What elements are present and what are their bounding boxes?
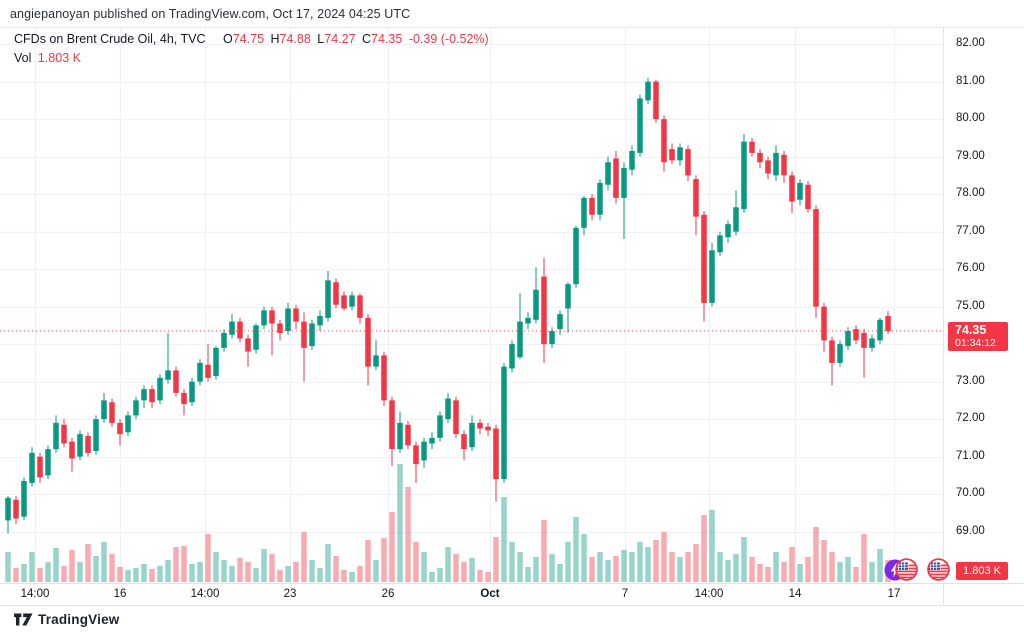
header-separator (0, 27, 1024, 28)
time-axis-label: 14:00 (190, 588, 220, 600)
price-axis-label: 80.00 (956, 112, 985, 125)
close-label: C (362, 32, 372, 46)
time-axis-label: 16 (113, 588, 127, 600)
us-economic-event-icon[interactable] (927, 558, 950, 581)
last-price-badge: 74.35 01:34:12 (948, 322, 1008, 351)
time-axis-separator (0, 583, 1024, 584)
time-axis-label: 7 (621, 588, 629, 600)
open-label: O (223, 32, 233, 46)
time-axis-label: 14:00 (20, 588, 50, 600)
tradingview-logo[interactable]: TradingView (14, 612, 119, 627)
price-axis-separator (943, 28, 944, 605)
price-axis-label: 76.00 (956, 262, 985, 275)
time-axis-label: 17 (887, 588, 901, 600)
tradingview-logo-icon (14, 613, 33, 626)
volume-axis-badge: 1.803 K (956, 562, 1008, 580)
time-axis-label: 23 (283, 588, 297, 600)
low-value: 74.27 (324, 32, 356, 46)
symbol-legend: CFDs on Brent Crude Oil, 4h, TVC O74.75 … (14, 32, 489, 65)
time-axis-label: 14:00 (694, 588, 724, 600)
open-value: 74.75 (232, 32, 265, 46)
time-axis-label: 14 (788, 588, 802, 600)
time-axis-label: 26 (381, 588, 395, 600)
price-axis-label: 73.00 (956, 374, 985, 387)
publish-byline: angiepanoyan published on TradingView.co… (10, 7, 411, 21)
us-flag-icon (927, 558, 950, 581)
us-economic-event-icon[interactable] (895, 558, 918, 581)
price-axis-label: 77.00 (956, 224, 985, 237)
change-value: -0.39 (-0.52%) (408, 32, 489, 46)
price-axis-label: 81.00 (956, 74, 985, 87)
price-axis-label: 70.00 (956, 487, 985, 500)
price-axis-label: 79.00 (956, 149, 985, 162)
price-axis-label: 78.00 (956, 187, 985, 200)
price-axis-label: 82.00 (956, 37, 985, 50)
time-axis-label: Oct (480, 588, 500, 600)
bar-countdown-timer: 01:34:12 (955, 337, 996, 350)
high-label: H (270, 32, 280, 46)
last-price-value: 74.35 (955, 323, 987, 337)
high-value: 74.88 (279, 32, 311, 46)
tradingview-logo-text: TradingView (38, 612, 120, 627)
volume-value: 1.803 K (37, 51, 81, 65)
us-flag-icon (895, 558, 918, 581)
low-label: L (317, 32, 325, 46)
price-axis-label: 75.00 (956, 299, 985, 312)
symbol-title[interactable]: CFDs on Brent Crude Oil, 4h, TVC (14, 32, 206, 46)
price-axis-label: 71.00 (956, 449, 985, 462)
volume-label: Vol (14, 51, 32, 65)
close-value: 74.35 (371, 32, 403, 46)
price-axis-label: 69.00 (956, 524, 985, 537)
footer-separator (0, 605, 1024, 606)
price-axis-label: 72.00 (956, 412, 985, 425)
